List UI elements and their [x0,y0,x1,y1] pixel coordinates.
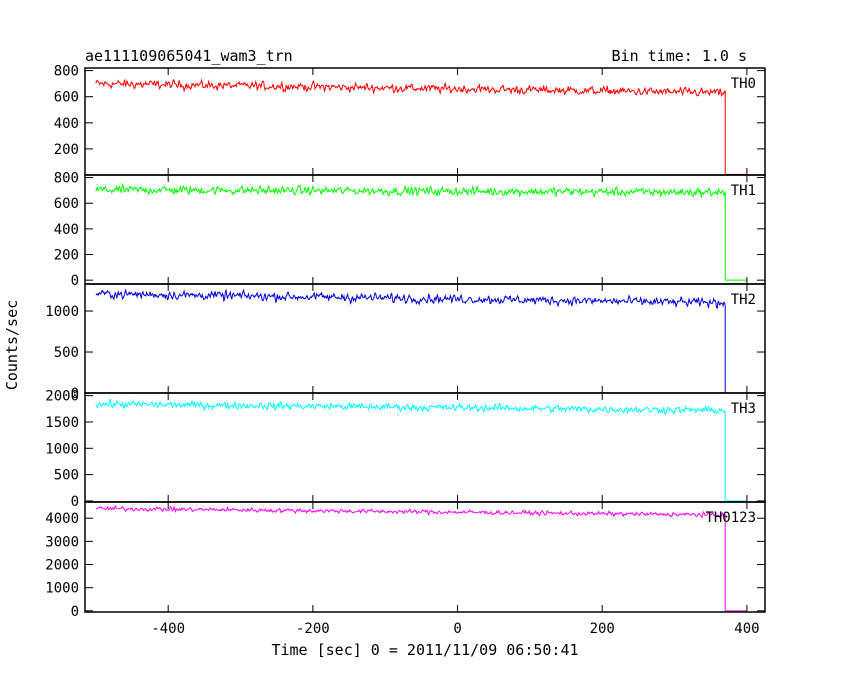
y-tick-label-th0123: 0 [71,604,79,620]
panel-label-th1: TH1 [731,183,756,199]
y-tick-label-th0: 600 [54,90,79,106]
y-tick-label-th0: 800 [54,64,79,80]
y-axis-label: Counts/sec [3,300,21,390]
x-tick-label: -200 [296,621,330,637]
y-tick-label-th0123: 3000 [45,534,79,550]
y-tick-label-th0123: 1000 [45,581,79,597]
y-tick-label-th1: 800 [54,171,79,187]
y-tick-label-th1: 600 [54,196,79,212]
x-tick-label: 400 [734,621,759,637]
series-line-th0 [95,78,747,175]
x-tick-label: 200 [590,621,615,637]
x-axis: -400 -200 0 200 400 [151,621,759,637]
y-tick-label-th0123: 2000 [45,558,79,574]
y-tick-label-th3: 1500 [45,415,79,431]
y-tick-label-th1: 200 [54,248,79,264]
y-tick-label-th3: 2000 [45,389,79,405]
panel-frame-th0123 [84,501,766,613]
chart-title: ae111109065041_wam3_trn [85,47,293,65]
x-tick-label: -400 [151,621,185,637]
y-tick-label-th2: 0 [71,386,79,402]
panel-th0: 200 400 600 800 TH0 [54,64,766,176]
series-line-th1 [95,182,747,281]
x-tick-label: 0 [453,621,461,637]
y-tick-label-th2: 500 [54,345,79,361]
y-tick-label-th1: 400 [54,222,79,238]
series-line-th3 [95,398,747,502]
panel-label-th3: TH3 [731,401,756,417]
y-tick-label-th2: 1000 [45,304,79,320]
panel-th3: 0 500 1000 1500 2000 TH3 [45,389,766,510]
series-line-th2 [95,288,747,394]
y-tick-label-th1: 0 [71,273,79,289]
panel-label-th0: TH0 [731,76,756,92]
panel-stack: 200 400 600 800 TH0 0 200 400 600 800 TH1 0 500 1000 T… [45,64,766,620]
panel-th1: 0 200 400 600 800 TH1 [54,171,766,289]
panel-label-th0123: TH0123 [705,510,756,526]
series-line-th0123 [95,505,747,612]
bin-time-label: Bin time: 1.0 s [612,47,747,65]
y-tick-label-th0: 200 [54,142,79,158]
y-tick-label-th3: 1000 [45,441,79,457]
x-axis-label: Time [sec] 0 = 2011/11/09 06:50:41 [271,641,578,659]
panel-frame-th0 [84,67,766,176]
panel-th0123: 0 1000 2000 3000 4000 TH0123 [45,501,766,620]
y-tick-label-th3: 500 [54,468,79,484]
panel-label-th2: TH2 [731,292,756,308]
y-tick-label-th0123: 4000 [45,511,79,527]
y-tick-label-th0: 400 [54,116,79,132]
y-tick-label-th3: 0 [71,494,79,510]
panel-th2: 0 500 1000 TH2 [45,283,766,402]
